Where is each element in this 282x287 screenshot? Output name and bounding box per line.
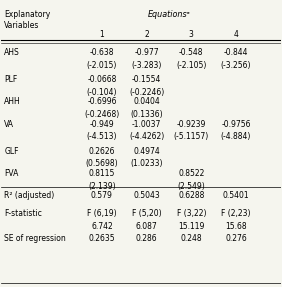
Text: F (5,20): F (5,20) [132,210,161,218]
Text: 15.68: 15.68 [225,222,247,231]
Text: (-4.884): (-4.884) [221,132,251,141]
Text: (-4.4262): (-4.4262) [129,132,164,141]
Text: 0.5401: 0.5401 [222,191,249,200]
Text: (-2.015): (-2.015) [87,61,117,70]
Text: 0.5043: 0.5043 [133,191,160,200]
Text: Variables: Variables [4,21,39,30]
Text: (-0.2246): (-0.2246) [129,88,164,97]
Text: AHS: AHS [4,48,20,57]
Text: (-0.2468): (-0.2468) [84,110,120,119]
Text: (2.549): (2.549) [177,182,205,191]
Text: F (3,22): F (3,22) [177,210,206,218]
Text: F (6,19): F (6,19) [87,210,117,218]
Text: R² (adjusted): R² (adjusted) [4,191,54,200]
Text: 0.4974: 0.4974 [133,147,160,156]
Text: 0.8115: 0.8115 [89,169,115,178]
Text: F-statistic: F-statistic [4,210,42,218]
Text: -0.0668: -0.0668 [87,75,116,84]
Text: 6.087: 6.087 [136,222,157,231]
Text: 0.6288: 0.6288 [178,191,204,200]
Text: 3: 3 [189,30,194,39]
Text: 0.579: 0.579 [91,191,113,200]
Text: Equationsᵃ: Equationsᵃ [147,10,190,19]
Text: (-0.104): (-0.104) [87,88,117,97]
Text: -0.844: -0.844 [224,48,248,57]
Text: SE of regression: SE of regression [4,234,66,243]
Text: Explanatory: Explanatory [4,10,50,19]
Text: 4: 4 [233,30,238,39]
Text: PLF: PLF [4,75,17,84]
Text: VA: VA [4,120,14,129]
Text: AHH: AHH [4,98,21,106]
Text: -0.949: -0.949 [90,120,114,129]
Text: 1: 1 [100,30,104,39]
Text: 0.2626: 0.2626 [89,147,115,156]
Text: (-4.513): (-4.513) [87,132,117,141]
Text: (0.5698): (0.5698) [86,159,118,168]
Text: 0.248: 0.248 [180,234,202,243]
Text: 0.0404: 0.0404 [133,98,160,106]
Text: FVA: FVA [4,169,19,178]
Text: -0.6996: -0.6996 [87,98,117,106]
Text: (1.0233): (1.0233) [130,159,163,168]
Text: (2.139): (2.139) [88,182,116,191]
Text: 6.742: 6.742 [91,222,113,231]
Text: (-3.256): (-3.256) [221,61,251,70]
Text: 2: 2 [144,30,149,39]
Text: GLF: GLF [4,147,19,156]
Text: -0.977: -0.977 [134,48,159,57]
Text: (0.1336): (0.1336) [130,110,163,119]
Text: (-5.1157): (-5.1157) [174,132,209,141]
Text: 0.8522: 0.8522 [178,169,204,178]
Text: F (2,23): F (2,23) [221,210,251,218]
Text: -0.638: -0.638 [90,48,114,57]
Text: 0.276: 0.276 [225,234,247,243]
Text: 0.2635: 0.2635 [89,234,115,243]
Text: (-3.283): (-3.283) [131,61,162,70]
Text: -0.9239: -0.9239 [177,120,206,129]
Text: -0.548: -0.548 [179,48,204,57]
Text: -0.1554: -0.1554 [132,75,161,84]
Text: 15.119: 15.119 [178,222,204,231]
Text: -0.9756: -0.9756 [221,120,251,129]
Text: -1.0037: -1.0037 [132,120,161,129]
Text: 0.286: 0.286 [136,234,157,243]
Text: (-2.105): (-2.105) [176,61,206,70]
